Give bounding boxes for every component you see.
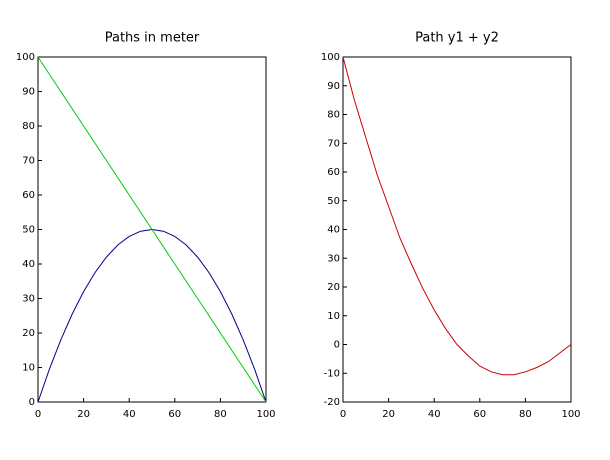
y-tick-label: 50	[22, 225, 35, 236]
y-tick-label: 80	[327, 110, 340, 121]
x-tick-label: 60	[473, 409, 486, 420]
x-tick-label: 40	[428, 409, 441, 420]
y-tick-label: 70	[22, 156, 35, 167]
x-tick-label: 60	[168, 409, 181, 420]
y-tick-label: 90	[327, 81, 340, 92]
y-tick-label: 40	[327, 225, 340, 236]
y-tick-label: 20	[327, 282, 340, 293]
y-tick-label: 50	[327, 196, 340, 207]
x-tick-label: 80	[519, 409, 532, 420]
chart-title: Paths in meter	[105, 31, 200, 46]
x-tick-label: 100	[256, 409, 275, 420]
y-tick-label: 70	[327, 138, 340, 149]
data-line	[37, 228, 267, 403]
x-tick-label: 0	[35, 409, 41, 420]
y-tick-label: 10	[22, 363, 35, 374]
x-tick-label: 0	[340, 409, 346, 420]
y-tick-label: 0	[334, 340, 340, 351]
data-line	[342, 56, 572, 376]
y-tick-label: 0	[29, 397, 35, 408]
y-tick-label: 10	[327, 311, 340, 322]
plot-frame	[342, 56, 572, 403]
y-tick-label: 30	[327, 253, 340, 264]
y-tick-label: 30	[22, 294, 35, 305]
x-tick-label: 20	[382, 409, 395, 420]
x-tick-label: 100	[561, 409, 580, 420]
y-tick-label: 90	[22, 87, 35, 98]
x-tick-label: 40	[123, 409, 136, 420]
y-tick-label: -10	[324, 368, 340, 379]
y-tick-label: -20	[324, 397, 340, 408]
chart-title: Path y1 + y2	[415, 31, 499, 46]
y-tick-label: 100	[16, 52, 35, 63]
y-tick-label: 80	[22, 121, 35, 132]
y-tick-label: 40	[22, 259, 35, 270]
y-tick-label: 20	[22, 328, 35, 339]
data-line	[37, 56, 267, 403]
y-tick-label: 60	[327, 167, 340, 178]
x-tick-label: 20	[77, 409, 90, 420]
x-tick-label: 80	[214, 409, 227, 420]
y-tick-label: 100	[321, 52, 340, 63]
y-tick-label: 60	[22, 190, 35, 201]
